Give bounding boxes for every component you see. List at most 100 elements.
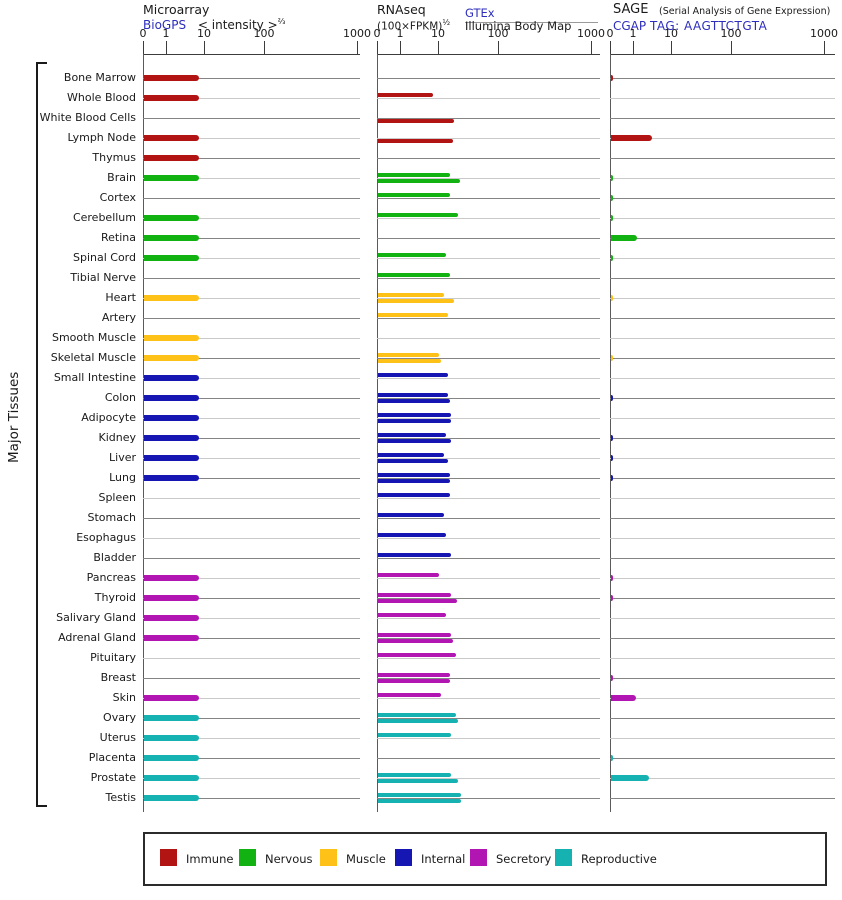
row-baseline [143,158,360,159]
row-baseline [610,358,835,359]
row-baseline [610,558,835,559]
bar-microarray [144,735,200,741]
biogps-link[interactable]: BioGPS [143,18,187,32]
bar-microarray [144,295,200,301]
bar-rnaseq-gtex [378,533,446,537]
x-axis-tick [357,41,358,54]
bar-microarray [144,95,200,101]
row-baseline [377,718,600,719]
bar-sage [611,195,614,201]
row-baseline [377,218,600,219]
bar-sage [611,595,614,601]
x-axis-tick [498,41,499,54]
row-baseline [377,158,600,159]
bar-rnaseq-gtex [378,793,461,797]
tissue-label: Artery [101,311,136,324]
row-baseline [610,138,835,139]
row-baseline [377,198,600,199]
row-baseline [143,98,360,99]
tissue-label: Whole Blood [67,91,136,104]
row-baseline [143,758,360,759]
bracket-top-arm [36,62,47,64]
bar-sage [611,135,653,141]
x-axis-tick-label: 10 [197,27,211,40]
tissue-label: Bone Marrow [63,71,136,84]
row-baseline [143,798,360,799]
gtex-link[interactable]: GTEx [465,6,495,20]
row-baseline [610,438,835,439]
bar-microarray [144,615,200,621]
bar-rnaseq-illumina [378,679,450,683]
row-baseline [143,398,360,399]
row-baseline [610,338,835,339]
tissue-label: Pancreas [86,571,136,584]
bar-rnaseq-illumina [378,779,459,783]
row-baseline [377,558,600,559]
x-axis-tick [264,41,265,54]
row-baseline [377,238,600,239]
bar-sage [611,235,637,241]
bar-rnaseq-illumina [378,799,461,803]
bar-sage [611,355,614,361]
bar-microarray [144,415,200,421]
bar-sage [611,295,614,301]
row-baseline [143,618,360,619]
x-axis-tick-label: 100 [253,27,275,40]
legend-label-reproductive: Reproductive [581,852,657,866]
bar-sage [611,175,614,181]
row-baseline [610,678,835,679]
row-baseline [377,438,600,439]
microarray-scale-label: < intensity >⅔ [197,17,286,32]
bar-rnaseq-gtex [378,433,446,437]
bar-rnaseq-gtex [378,473,450,477]
row-baseline [377,618,600,619]
row-baseline [143,198,360,199]
x-axis-tick [610,41,611,54]
row-baseline [610,98,835,99]
bar-sage [611,215,614,221]
legend-label-immune: Immune [186,852,234,866]
illumina-body-map-label: Illumina Body Map [465,19,572,33]
bar-rnaseq-gtex [378,273,450,277]
row-baseline [377,518,600,519]
tissue-label: Ovary [103,711,136,724]
row-baseline [610,418,835,419]
x-axis-line [610,54,835,55]
tissue-label: Tibial Nerve [70,271,136,284]
bar-rnaseq-gtex [378,373,448,377]
row-baseline [143,178,360,179]
legend-label-muscle: Muscle [346,852,386,866]
tissue-label: Brain [107,171,136,184]
row-baseline [377,478,600,479]
bar-rnaseq-illumina [378,719,459,723]
row-baseline [143,538,360,539]
row-baseline [143,358,360,359]
tissue-label: Stomach [87,511,136,524]
tissue-label: Pituitary [90,651,136,664]
row-baseline [143,678,360,679]
tissue-label: Retina [101,231,136,244]
bar-rnaseq-gtex [378,353,439,357]
row-baseline [143,478,360,479]
bar-sage [611,755,614,761]
bar-rnaseq-illumina [378,479,450,483]
cgap-link[interactable]: CGAP [613,19,647,33]
row-baseline [377,298,600,299]
row-baseline [377,798,600,799]
bar-rnaseq-gtex [378,633,452,637]
bar-microarray [144,695,200,701]
bar-microarray [144,175,200,181]
tissue-label: Liver [109,451,136,464]
x-axis-tick-label: 1 [162,27,170,40]
row-baseline [143,278,360,279]
row-baseline [143,418,360,419]
panel-left-edge [377,54,378,812]
x-axis-tick-label: 0 [606,27,614,40]
bar-rnaseq-illumina [378,359,442,363]
bar-rnaseq-gtex [378,653,456,657]
bar-sage [611,775,650,781]
bar-rnaseq-illumina [378,459,448,463]
bar-rnaseq-gtex [378,713,456,717]
bar-rnaseq-gtex [378,673,450,677]
x-axis-tick [204,41,205,54]
